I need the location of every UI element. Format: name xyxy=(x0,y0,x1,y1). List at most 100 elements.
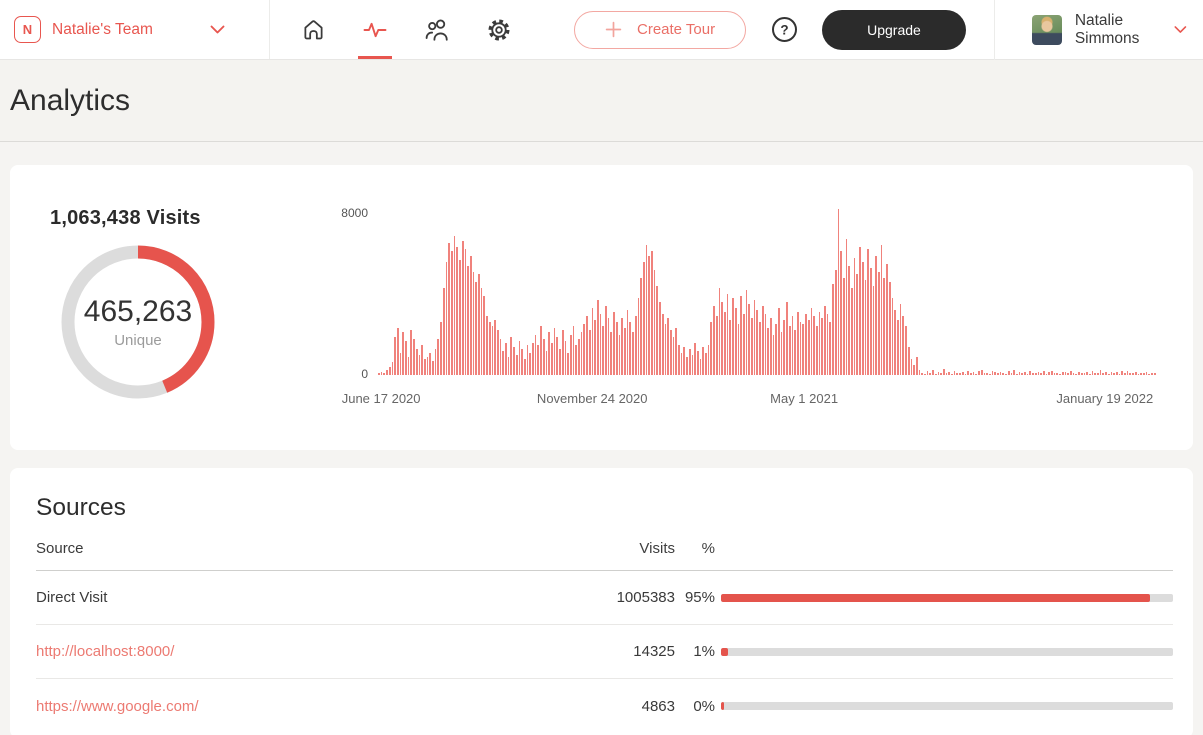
source-label: Direct Visit xyxy=(36,589,108,606)
page-title: Analytics xyxy=(10,83,131,117)
y-axis-tick-min: 0 xyxy=(361,367,368,381)
bar xyxy=(661,314,664,375)
progress-track xyxy=(721,702,1173,710)
bar xyxy=(732,298,734,375)
bar xyxy=(932,369,934,375)
unique-visits-value: 465,263 xyxy=(83,295,193,328)
bar xyxy=(515,354,518,375)
bar xyxy=(872,285,875,375)
bar xyxy=(391,361,394,375)
bar xyxy=(648,255,651,375)
teammates-icon[interactable] xyxy=(418,0,456,59)
bar xyxy=(610,332,613,375)
bar xyxy=(745,289,748,375)
bar xyxy=(753,300,756,375)
bar xyxy=(640,277,642,375)
bar xyxy=(575,344,578,375)
bar xyxy=(378,373,380,375)
team-selector[interactable]: N Natalie's Team xyxy=(0,0,270,59)
bar xyxy=(902,316,905,375)
upgrade-button[interactable]: Upgrade xyxy=(822,9,966,50)
bar xyxy=(469,255,472,375)
bar xyxy=(691,354,694,375)
bar xyxy=(613,312,615,375)
bar xyxy=(1107,373,1110,375)
bar xyxy=(780,332,783,375)
bar xyxy=(775,324,778,375)
bar xyxy=(921,372,924,375)
bar xyxy=(1002,372,1005,375)
source-link[interactable]: https://www.google.com/ xyxy=(36,697,199,715)
bar xyxy=(761,306,764,375)
source-progress xyxy=(721,647,1173,656)
bar xyxy=(778,308,780,375)
bar xyxy=(1080,372,1083,375)
bar xyxy=(461,241,464,375)
bar xyxy=(542,338,545,375)
bar xyxy=(405,340,407,375)
bar xyxy=(891,298,894,375)
bar xyxy=(1153,373,1156,375)
bar xyxy=(499,338,502,375)
source-link[interactable]: http://localhost:8000/ xyxy=(36,643,175,660)
bar xyxy=(829,322,832,375)
unique-visits-donut: 465,263 Unique xyxy=(60,244,216,400)
bar xyxy=(842,277,845,375)
bar xyxy=(786,302,788,375)
bar xyxy=(421,344,423,375)
bar xyxy=(383,372,386,375)
bar xyxy=(413,338,415,375)
bar xyxy=(699,358,702,375)
bar xyxy=(399,352,402,375)
bar xyxy=(894,310,896,375)
bar xyxy=(756,310,759,375)
bar xyxy=(521,348,523,375)
bar xyxy=(432,360,434,375)
bar xyxy=(380,371,383,375)
bar xyxy=(972,372,975,375)
bar xyxy=(975,373,978,375)
bar xyxy=(651,251,653,375)
bar xyxy=(748,304,751,375)
x-axis-labels: June 17 2020 November 24 2020 May 1 2021 Ja… xyxy=(342,391,1157,411)
bar xyxy=(726,294,729,375)
source-visits: 4863 xyxy=(641,697,675,715)
bar xyxy=(845,239,848,375)
bar xyxy=(986,372,988,375)
bar xyxy=(948,372,951,375)
bar xyxy=(740,296,742,375)
bar xyxy=(453,235,456,375)
bar xyxy=(407,356,410,375)
help-icon[interactable]: ? xyxy=(771,16,798,43)
bar xyxy=(815,326,818,375)
bar xyxy=(848,265,851,375)
bar xyxy=(967,370,969,375)
x-axis-tick: May 1 2021 xyxy=(770,391,839,406)
bar xyxy=(1042,371,1045,375)
bar xyxy=(1091,371,1094,375)
bar xyxy=(1118,373,1121,375)
bar xyxy=(1026,373,1029,375)
home-icon[interactable] xyxy=(294,0,332,59)
bar xyxy=(459,259,461,375)
analytics-pulse-icon[interactable] xyxy=(356,0,394,59)
bar xyxy=(942,368,945,375)
create-tour-button[interactable]: Create Tour xyxy=(574,10,747,49)
bar xyxy=(888,281,891,375)
bar xyxy=(686,356,688,375)
bar xyxy=(910,358,913,375)
bar xyxy=(537,344,540,375)
bar xyxy=(824,306,826,375)
settings-gear-icon[interactable] xyxy=(480,0,518,59)
source-visits: 14325 xyxy=(633,643,675,660)
bar xyxy=(1021,373,1024,375)
user-menu[interactable]: Natalie Simmons xyxy=(995,12,1203,48)
bar xyxy=(1010,372,1013,375)
bar xyxy=(440,322,442,375)
source-progress xyxy=(721,702,1173,710)
create-tour-label: Create Tour xyxy=(637,21,716,38)
bar xyxy=(994,372,997,375)
bar xyxy=(634,316,637,375)
source-pct: 1% xyxy=(693,643,715,660)
bar xyxy=(496,330,499,375)
